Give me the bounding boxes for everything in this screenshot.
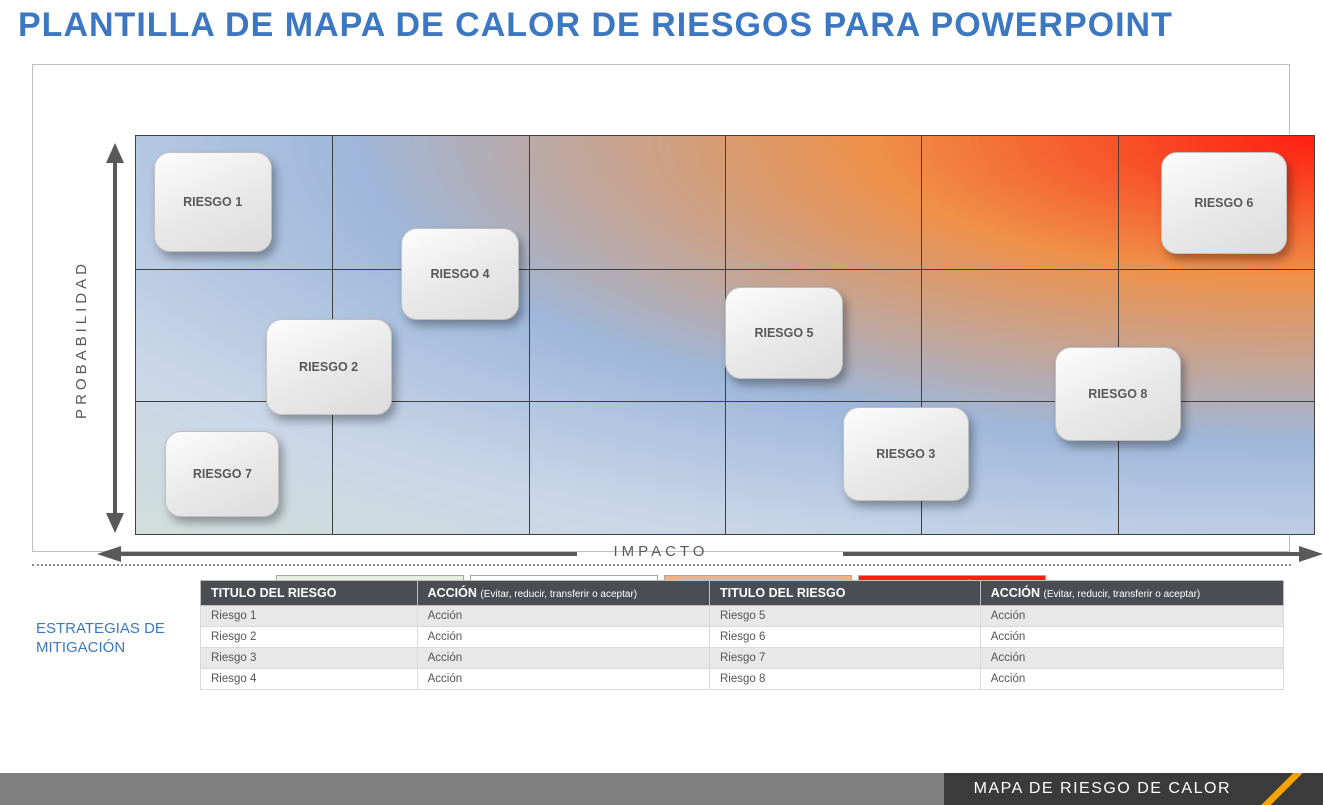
table-cell: Riesgo 4 <box>201 669 418 690</box>
table-row: Riesgo 2AcciónRiesgo 6Acción <box>201 627 1284 648</box>
table-cell: Riesgo 5 <box>710 606 981 627</box>
th-action: ACCIÓN (Evitar, reducir, transferir o ac… <box>417 581 709 606</box>
table-row: Riesgo 4AcciónRiesgo 8Acción <box>201 669 1284 690</box>
th-title: TITULO DEL RIESGO <box>201 581 418 606</box>
table-cell: Riesgo 7 <box>710 648 981 669</box>
y-axis-label: PROBABILIDAD <box>73 260 90 419</box>
footer-bar: MAPA DE RIESGO DE CALOR <box>0 773 1323 805</box>
risk-card-risk7[interactable]: RIESGO 7 <box>165 431 279 517</box>
th-title-2: TITULO DEL RIESGO <box>710 581 981 606</box>
table-cell: Riesgo 2 <box>201 627 418 648</box>
table-cell: Riesgo 8 <box>710 669 981 690</box>
risk-card-risk2[interactable]: RIESGO 2 <box>266 319 392 415</box>
risk-card-label: RIESGO 2 <box>299 360 358 374</box>
risk-card-risk5[interactable]: RIESGO 5 <box>725 287 843 379</box>
risk-card-risk6[interactable]: RIESGO 6 <box>1161 152 1287 254</box>
table-row: Riesgo 3AcciónRiesgo 7Acción <box>201 648 1284 669</box>
risk-card-label: RIESGO 5 <box>754 326 813 340</box>
table-cell: Acción <box>980 669 1283 690</box>
table-cell: Acción <box>980 627 1283 648</box>
risk-card-risk4[interactable]: RIESGO 4 <box>401 228 519 320</box>
table-cell: Acción <box>980 648 1283 669</box>
gridline-v <box>529 136 530 534</box>
divider-dotted <box>32 564 1291 566</box>
footer-left <box>0 773 944 805</box>
footer-right: MAPA DE RIESGO DE CALOR <box>944 773 1323 805</box>
footer-accent-icon <box>1255 773 1303 805</box>
gridline-v <box>1118 136 1119 534</box>
risk-card-risk1[interactable]: RIESGO 1 <box>154 152 272 252</box>
risk-card-label: RIESGO 7 <box>193 467 252 481</box>
table-cell: Acción <box>980 606 1283 627</box>
risk-card-label: RIESGO 3 <box>876 447 935 461</box>
th-action-2: ACCIÓN (Evitar, reducir, transferir o ac… <box>980 581 1283 606</box>
heatmap-grid: RIESGO 1 RIESGO 4 RIESGO 2 RIESGO 7 RIESGO 5… <box>135 135 1315 535</box>
risk-card-label: RIESGO 6 <box>1194 196 1253 210</box>
risk-card-label: RIESGO 4 <box>431 267 490 281</box>
mitigation-heading: ESTRATEGIAS DE MITIGACIÓN <box>36 620 196 658</box>
x-axis-label: IMPACTO <box>33 543 1289 560</box>
risk-card-risk8[interactable]: RIESGO 8 <box>1055 347 1181 441</box>
y-axis-arrow <box>103 143 127 533</box>
table-cell: Acción <box>417 648 709 669</box>
table-cell: Riesgo 6 <box>710 627 981 648</box>
heatmap-frame: PROBABILIDAD RIESGO 1 RIESGO 4 RIESGO 2 RIE… <box>32 64 1290 552</box>
table-cell: Riesgo 1 <box>201 606 418 627</box>
table-cell: Riesgo 3 <box>201 648 418 669</box>
table-cell: Acción <box>417 669 709 690</box>
table-cell: Acción <box>417 606 709 627</box>
risk-card-risk3[interactable]: RIESGO 3 <box>843 407 969 501</box>
risk-card-label: RIESGO 8 <box>1088 387 1147 401</box>
page-title: PLANTILLA DE MAPA DE CALOR DE RIESGOS PA… <box>0 0 1323 45</box>
risk-card-label: RIESGO 1 <box>183 195 242 209</box>
table-row: Riesgo 1AcciónRiesgo 5Acción <box>201 606 1284 627</box>
mitigation-table: TITULO DEL RIESGOACCIÓN (Evitar, reducir… <box>200 580 1284 690</box>
footer-label: MAPA DE RIESGO DE CALOR <box>974 780 1231 798</box>
y-axis-label-wrap: PROBABILIDAD <box>65 129 97 549</box>
table-cell: Acción <box>417 627 709 648</box>
